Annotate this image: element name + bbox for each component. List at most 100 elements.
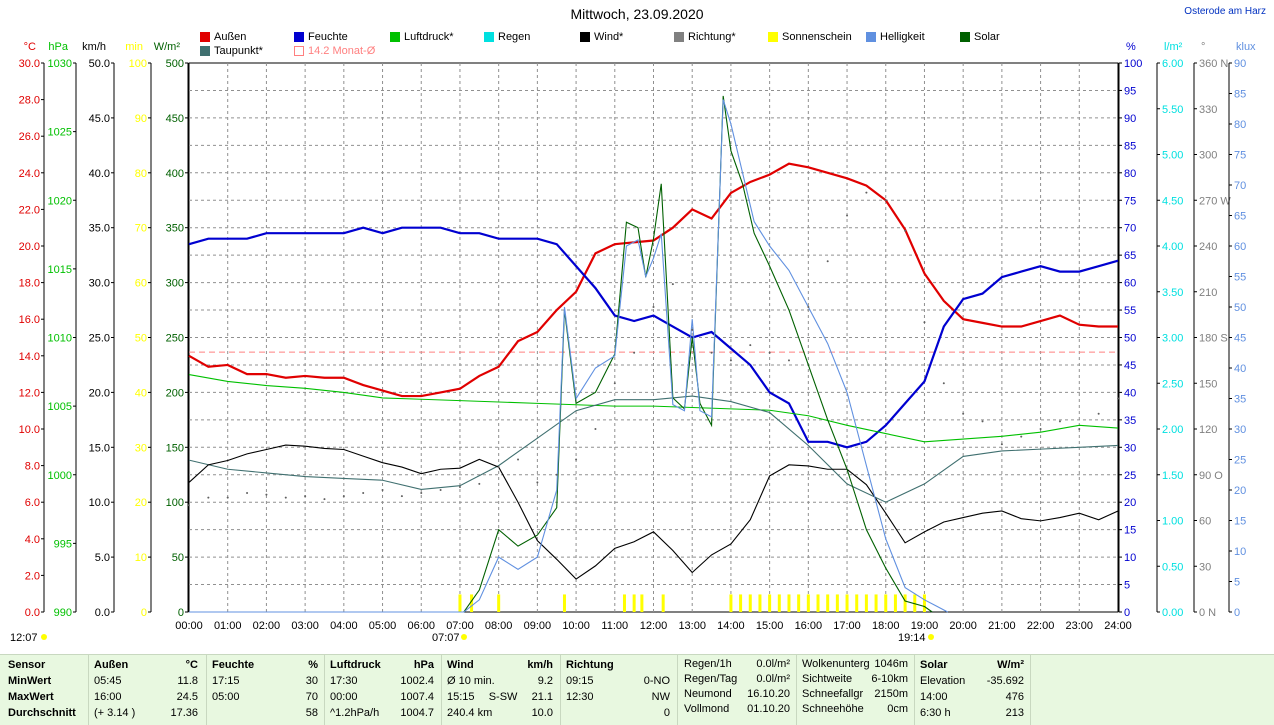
sunrise-icon — [461, 634, 467, 640]
legend-swatch-taupunkt — [200, 46, 210, 56]
stats-wolken-label: Wolkenunterg — [802, 658, 870, 670]
legend-label-solar: Solar — [974, 31, 1000, 43]
legend-swatch-wind — [580, 32, 590, 42]
left-axis-tick: 1025 — [48, 127, 72, 139]
legend-swatch-monat — [294, 46, 304, 56]
stats-sensor-col: Sensor MinWert MaxWert Durchschnitt — [8, 657, 76, 721]
sunshine-bar — [497, 594, 501, 612]
legend-label-aussen: Außen — [214, 31, 247, 43]
stats-wind-avg-label: Ø 10 min. — [447, 675, 495, 687]
direction-point — [323, 498, 326, 501]
direction-point — [671, 283, 674, 286]
sunshine-bar — [768, 594, 772, 612]
right-axis-tick: 2.00 — [1162, 424, 1183, 436]
x-tick-label: 04:00 — [330, 620, 358, 632]
series-line-helligkeit — [189, 99, 948, 613]
left-axis-unit: °C — [24, 41, 36, 53]
x-tick-label: 21:00 — [988, 620, 1016, 632]
stats-feuchte-min-time: 17:15 — [212, 675, 240, 687]
left-axis-tick: 30.0 — [19, 58, 40, 70]
right-axis-tick: 6.00 — [1162, 58, 1183, 70]
legend-item-luftdruck: Luftdruck* — [390, 31, 454, 43]
left-axis-tick: 30 — [135, 442, 147, 454]
chart-title: Mittwoch, 23.09.2020 — [570, 6, 704, 22]
legend-item-wind: Wind* — [580, 31, 623, 43]
direction-point — [826, 260, 829, 263]
right-axis-tick: 90 O — [1199, 470, 1223, 482]
direction-point — [458, 485, 461, 488]
right-axis-tick: 20 — [1234, 485, 1246, 497]
series-line-wind — [188, 444, 1119, 580]
right-axis-unit: % — [1126, 41, 1136, 53]
sunshine-bar — [816, 594, 820, 612]
left-axis-tick: 450 — [166, 113, 184, 125]
stats-aussen-min-val: 11.8 — [177, 675, 198, 687]
sunshine-bar — [777, 594, 781, 612]
right-axis-tick: 30 — [1124, 442, 1136, 454]
right-axis-tick: 70 — [1124, 223, 1136, 235]
legend-label-luftdruck: Luftdruck* — [404, 31, 454, 43]
stats-aussen-max-val: 24.5 — [176, 691, 198, 703]
stats-luftdruck-max-val: 1007.4 — [400, 691, 434, 703]
direction-point — [923, 321, 926, 324]
left-axis-unit: min — [125, 41, 143, 53]
stats-schneefall-label: Schneefallgr — [802, 688, 864, 700]
right-axis-tick: 65 — [1124, 250, 1136, 262]
stats-sicht-val: 6-10km — [871, 673, 908, 685]
stats-wind-max-val: 21.1 — [531, 691, 553, 703]
direction-point — [536, 481, 539, 484]
direction-point — [478, 482, 481, 485]
left-axis-tick: 40.0 — [89, 168, 110, 180]
legend-item-solar: Solar — [960, 31, 1000, 43]
left-axis-tick: 4.0 — [25, 534, 40, 546]
sunshine-bar — [797, 594, 801, 612]
left-axis-unit: W/m² — [154, 41, 181, 53]
left-axis-tick: 100 — [129, 58, 147, 70]
direction-point — [1097, 412, 1100, 415]
legend-label-helligkeit: Helligkeit — [880, 31, 925, 43]
right-axis-tick: 55 — [1124, 305, 1136, 317]
right-axis-tick: 95 — [1124, 85, 1136, 97]
stats-aussen-avg-trend: (+ 3.14 ) — [94, 707, 136, 719]
right-axis-tick: 360 N — [1199, 58, 1228, 70]
left-axis-tick: 5.0 — [95, 552, 110, 564]
x-tick-label: 13:00 — [678, 620, 706, 632]
sunshine-bar — [806, 594, 810, 612]
stats-feuchte-max-time: 05:00 — [212, 691, 240, 703]
stats-solar-col: Solar W/m² Elevation -35.692 14:00 476 6:30… — [920, 657, 1024, 721]
left-axis-tick: 0 — [178, 607, 184, 619]
sunshine-bar — [622, 594, 626, 612]
x-tick-label: 03:00 — [291, 620, 319, 632]
legend-item-taupunkt: Taupunkt* — [200, 45, 263, 57]
stats-solar-elev-val: -35.692 — [986, 675, 1024, 687]
left-axis-tick: 60 — [135, 278, 147, 290]
right-axis-tick: 60 — [1199, 516, 1211, 528]
direction-point — [846, 214, 849, 217]
right-axis-tick: 5 — [1124, 580, 1130, 592]
series-line-taupunkt — [188, 395, 1119, 503]
stats-wind-unit: km/h — [527, 659, 553, 671]
direction-point — [517, 458, 520, 461]
sunshine-bar — [787, 594, 791, 612]
stats-aussen-unit: °C — [185, 659, 198, 671]
stats-solar-max-time: 14:00 — [920, 691, 948, 703]
station-name[interactable]: Osterode am Harz — [1184, 6, 1266, 17]
stats-wind-mean-val: 10.0 — [531, 707, 553, 719]
direction-point — [1117, 397, 1119, 400]
legend-label-taupunkt: Taupunkt* — [214, 45, 263, 57]
left-axis-tick: 300 — [166, 278, 184, 290]
left-axis-tick: 80 — [135, 168, 147, 180]
stats-luftdruck-avg-trend: ^1.2hPa/h — [330, 707, 380, 719]
stats-solar-avg-val: 213 — [1005, 707, 1024, 719]
right-axis-tick: 45 — [1124, 360, 1136, 372]
stats-aussen-header: Außen — [94, 659, 129, 671]
right-axis-tick: 55 — [1234, 272, 1246, 284]
left-axis-tick: 350 — [166, 223, 184, 235]
left-axis-tick: 25.0 — [89, 333, 110, 345]
legend-swatch-helligkeit — [866, 32, 876, 42]
legend-item-helligkeit: Helligkeit — [866, 31, 925, 43]
right-axis-tick: 80 — [1124, 168, 1136, 180]
stats-wolken-val: 1046m — [874, 658, 908, 670]
stats-feuchte-min-val: 30 — [305, 675, 318, 687]
right-axis-tick: 60 — [1234, 241, 1246, 253]
